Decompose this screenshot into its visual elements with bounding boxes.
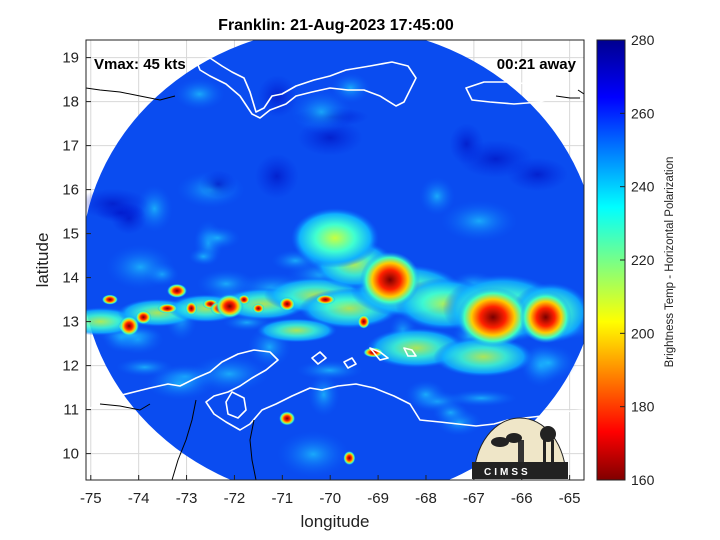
swath-texture: [189, 355, 269, 393]
convective-cell: [279, 411, 296, 426]
main-convection: [360, 251, 421, 308]
coastline-abc-islands: [311, 347, 417, 369]
x-tick-label: -73: [176, 490, 198, 507]
convective-cell: [315, 294, 336, 305]
colorbar-tick-label: 260: [631, 105, 655, 121]
cimss-logo-text: CIMSS: [484, 467, 531, 478]
swath-texture: [115, 357, 174, 377]
colorbar-label: Brightness Temp - Horizontal Polarizatio…: [664, 157, 676, 368]
y-tick-label: 14: [62, 270, 79, 287]
convective-cell: [252, 303, 265, 314]
x-tick-label: -74: [128, 490, 150, 507]
swath-texture: [405, 380, 447, 409]
convective-cell: [101, 294, 118, 305]
colorbar-tick-label: 220: [631, 252, 655, 268]
y-tick-label: 18: [62, 94, 79, 111]
band-west-1: [215, 294, 244, 319]
colorbar-tick-label: 180: [631, 399, 655, 415]
x-tick-label: -69: [367, 490, 389, 507]
chart-title: Franklin: 21-Aug-2023 17:45:00: [218, 17, 454, 34]
x-tick-label: -68: [415, 490, 437, 507]
x-tick-label: -75: [80, 490, 102, 507]
colorbar-tick-label: 280: [631, 32, 655, 48]
convective-band: [433, 336, 534, 377]
y-tick-label: 11: [63, 402, 79, 419]
swath: [86, 40, 584, 480]
swath-texture: [432, 401, 470, 424]
x-tick-label: -67: [463, 490, 485, 507]
time-away-annotation: 00:21 away: [497, 56, 577, 73]
y-tick-label: 15: [62, 226, 79, 243]
swath-texture: [254, 153, 299, 199]
x-tick-label: -71: [271, 490, 293, 507]
swath-texture: [86, 188, 149, 219]
swath-texture: [520, 344, 577, 382]
convective-cell: [135, 310, 152, 325]
coastlines: [86, 57, 584, 480]
y-tick-label: 12: [62, 358, 79, 375]
y-tick-label: 19: [62, 50, 79, 67]
x-tick-label: -65: [559, 490, 581, 507]
y-axis-label: latitude: [33, 233, 52, 288]
coastline-hispaniola: [195, 57, 417, 119]
vmax-annotation: Vmax: 45 kts: [94, 56, 186, 73]
coastline-south-america: [86, 349, 584, 431]
convection-east: [457, 287, 530, 348]
swath-texture: [105, 244, 175, 290]
y-tick-label: 10: [62, 446, 79, 463]
swath-texture: [194, 226, 241, 250]
band-west-2: [119, 316, 140, 336]
x-axis-ticks: -75 -74 -73 -72 -71 -70 -69 -68 -67 -66 -65: [80, 475, 581, 507]
swath-texture: [458, 140, 534, 178]
swath-texture: [291, 89, 352, 135]
coastline-lake-maracaibo: [225, 391, 247, 419]
x-tick-label: -72: [224, 490, 246, 507]
y-axis-ticks: 10 11 12 13 14 15 16 17 18 19: [62, 50, 91, 463]
swath-texture: [440, 200, 518, 242]
swath-texture: [445, 389, 518, 407]
swath-texture: [419, 176, 456, 216]
convective-cell: [343, 451, 356, 465]
coastline-inland-borders: [99, 399, 257, 480]
swath-texture: [199, 170, 237, 198]
colorbar-tick-label: 240: [631, 179, 655, 195]
swath-texture: [276, 430, 350, 478]
colorbar-ticks: 160 180 200 220 240 260 280: [620, 32, 655, 488]
swath-texture: [257, 74, 298, 118]
convective-cell: [357, 314, 370, 329]
y-tick-label: 17: [62, 138, 79, 155]
y-tick-label: 13: [62, 314, 79, 331]
swath-texture: [174, 78, 225, 110]
convective-cell: [157, 303, 178, 314]
convective-cell: [279, 297, 296, 311]
x-tick-label: -66: [511, 490, 533, 507]
storm-center-band: [291, 208, 379, 268]
swath-texture: [307, 372, 340, 417]
convective-cell: [166, 283, 187, 298]
x-axis-label: longitude: [300, 512, 369, 531]
colorbar-tick-label: 160: [631, 472, 655, 488]
x-tick-label: -70: [319, 490, 341, 507]
cimss-logo: CIMSS: [472, 417, 568, 479]
swath-texture: [188, 247, 218, 266]
coastline-outside: [86, 87, 584, 101]
convective-cell: [185, 301, 198, 316]
convection-far-east: [519, 291, 572, 344]
colorbar-tick-label: 200: [631, 325, 655, 341]
y-tick-label: 16: [62, 182, 79, 199]
convective-band: [256, 318, 337, 343]
